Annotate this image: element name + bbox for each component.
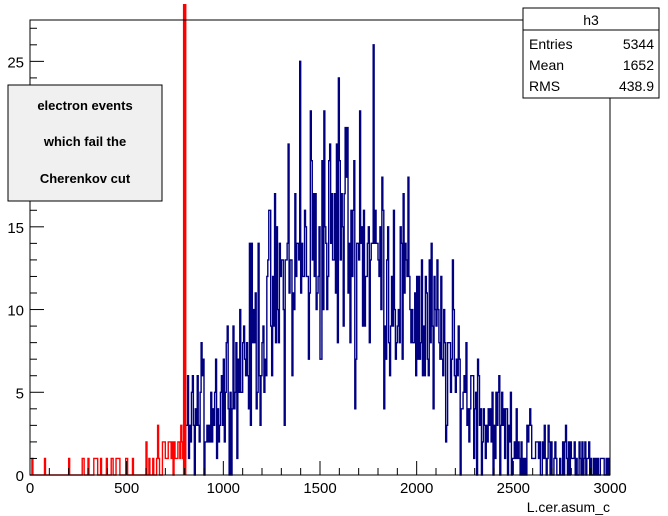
annotation-line-2: which fail the [43, 134, 126, 149]
stats-rms-label: RMS [529, 78, 560, 94]
stats-mean-value: 1652 [623, 57, 654, 73]
x-tick-label: 3000 [593, 480, 626, 497]
histogram-series-below-cut [30, 408, 186, 476]
x-tick-label: 1500 [303, 480, 336, 497]
annotation-box: electron events which fail the Cherenkov… [7, 84, 163, 202]
x-tick-label: 0 [26, 480, 34, 497]
stats-box: h3 Entries 5344 Mean 1652 RMS 438.9 [522, 7, 660, 99]
y-tick-label: 10 [7, 303, 24, 320]
stats-entries-label: Entries [529, 36, 573, 52]
annotation-line-1: electron events [37, 98, 132, 113]
x-axis-label: L.cer.asum_c [527, 499, 610, 515]
x-tick-label: 500 [114, 480, 139, 497]
y-tick-label: 15 [7, 220, 24, 237]
y-tick-label: 25 [7, 54, 24, 71]
x-tick-label: 1000 [207, 480, 240, 497]
stats-title: h3 [583, 12, 599, 28]
x-tick-label: 2000 [400, 480, 433, 497]
y-tick-label: 0 [16, 468, 24, 485]
annotation-line-3: Cherenkov cut [40, 171, 131, 186]
histogram-series-above-cut [183, 44, 610, 476]
axes: 0500100015002000250030000510152025 [7, 27, 627, 497]
y-tick-label: 5 [16, 385, 24, 402]
stats-rms-value: 438.9 [619, 78, 654, 94]
x-tick-label: 2500 [497, 480, 530, 497]
stats-mean-label: Mean [529, 57, 564, 73]
stats-entries-value: 5344 [623, 36, 654, 52]
